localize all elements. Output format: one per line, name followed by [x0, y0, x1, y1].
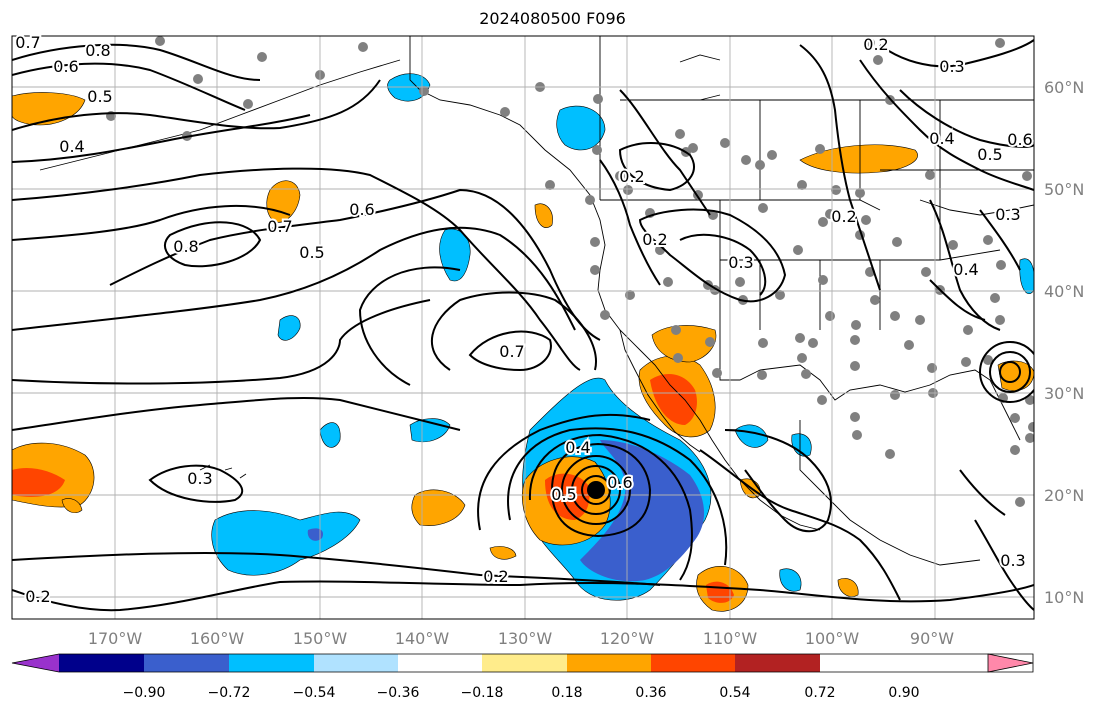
colorbar-segment: [59, 654, 144, 672]
colorbar-outline: [11, 653, 1034, 673]
longitude-label: 160°W: [190, 629, 245, 648]
contour-label: 0.5: [977, 145, 1002, 164]
map-panel: [12, 36, 1034, 619]
map-background: [12, 36, 1034, 619]
negative-field-region: [319, 422, 341, 448]
negative-field-region: [580, 440, 705, 582]
storm-center-marker: [587, 481, 605, 499]
shaded-fields: [12, 73, 1034, 612]
contour-label: 0.5: [87, 87, 112, 106]
contour-lines: [12, 39, 1034, 612]
positive-field-region: [61, 498, 83, 513]
positive-field-region: [545, 473, 590, 520]
longitude-axis: 170°W 160°W 150°W 140°W 130°W 120°W 110°…: [88, 629, 954, 648]
longitude-label: 120°W: [600, 629, 655, 648]
contour-label: 0.4: [565, 438, 590, 457]
contour-label-layer: 0.7 0.8 0.6 0.5 0.4 0.8 0.7 0.6 0.5 0.7 0.3 0.2 0.2 0…: [13, 31, 1034, 608]
latitude-label: 40°N: [1044, 282, 1084, 301]
contour-label: 0.2: [863, 35, 888, 54]
colorbar: −0.90 −0.72 −0.54 −0.36 −0.18 0.18 0.36 …: [11, 653, 1034, 701]
colorbar-tick-label: 0.36: [635, 685, 666, 701]
colorbar-tick-label: 0.72: [804, 685, 835, 701]
contour-label: 0.7: [267, 217, 292, 236]
contour-label: 0.6: [607, 473, 632, 492]
station-dots: [106, 36, 1034, 507]
contour-label: 0.8: [85, 41, 110, 60]
colorbar-tick-label: −0.54: [293, 685, 336, 701]
colorbar-tick-label: −0.18: [461, 685, 504, 701]
negative-field-region: [277, 315, 301, 341]
contour-label: 0.5: [551, 485, 576, 504]
latitude-label: 50°N: [1044, 180, 1084, 199]
contour-label: 0.3: [995, 205, 1020, 224]
map-frame: [11, 35, 1035, 620]
colorbar-segment: [735, 654, 820, 672]
contour-label: 0.6: [349, 200, 374, 219]
longitude-label: 140°W: [395, 629, 450, 648]
colorbar-segment: [314, 654, 398, 672]
contour-label: 0.4: [953, 260, 978, 279]
contour-label: 0.2: [619, 167, 644, 186]
negative-field-region: [307, 528, 324, 541]
positive-field-region: [489, 546, 517, 560]
colorbar-tick-label: −0.90: [123, 685, 166, 701]
colorbar-segments: [12, 653, 1034, 673]
colorbar-extend-low: [12, 654, 59, 672]
longitude-label: 110°W: [703, 629, 758, 648]
colorbar-segment: [144, 654, 229, 672]
colorbar-segment: [651, 654, 735, 672]
contour-label: 0.7: [15, 33, 40, 52]
longitude-label: 170°W: [88, 629, 143, 648]
contour-label: 0.2: [831, 207, 856, 226]
colorbar-segment: [567, 654, 651, 672]
contour-label: 0.3: [187, 469, 212, 488]
positive-field-region: [12, 468, 65, 497]
longitude-label: 130°W: [498, 629, 553, 648]
colorbar-tick-label: 0.18: [551, 685, 582, 701]
positive-field-region: [266, 180, 301, 223]
colorbar-segment: [398, 654, 482, 672]
colorbar-segment: [229, 654, 314, 672]
contour-label: 0.3: [728, 253, 753, 272]
colorbar-tick-label: −0.36: [377, 685, 420, 701]
negative-field-region: [1019, 258, 1034, 295]
latitude-label: 60°N: [1044, 78, 1084, 97]
colorbar-tick-label: 0.90: [888, 685, 919, 701]
contour-label: 0.3: [939, 57, 964, 76]
negative-field-region: [779, 568, 802, 592]
contour-label: 0.5: [299, 243, 324, 262]
longitude-label: 100°W: [805, 629, 860, 648]
positive-field-region: [534, 203, 553, 228]
colorbar-tick-label: 0.54: [719, 685, 750, 701]
longitude-label: 90°W: [910, 629, 954, 648]
negative-field-region: [211, 510, 361, 576]
negative-field-region: [556, 105, 606, 151]
latitude-label: 10°N: [1044, 588, 1084, 607]
colorbar-segment: [482, 654, 567, 672]
colorbar-extend-high: [987, 653, 1034, 673]
positive-field-region: [650, 374, 697, 425]
contour-label: 0.7: [499, 342, 524, 361]
positive-field-region: [799, 144, 918, 174]
longitude-label: 150°W: [293, 629, 348, 648]
figure-title: 2024080500 F096: [479, 9, 626, 28]
positive-field-region: [837, 578, 859, 597]
contour-label: 0.3: [1000, 551, 1025, 570]
latitude-label: 20°N: [1044, 486, 1084, 505]
contour-label: 0.4: [929, 129, 954, 148]
contour-label: 0.4: [59, 137, 84, 156]
colorbar-tick-label: −0.72: [208, 685, 251, 701]
colorbar-ticks: −0.90 −0.72 −0.54 −0.36 −0.18 0.18 0.36 …: [123, 685, 920, 701]
contour-label: 0.2: [25, 587, 50, 606]
latitude-label: 30°N: [1044, 384, 1084, 403]
contour-label: 0.2: [642, 230, 667, 249]
positive-field-region: [411, 489, 466, 526]
contour-label: 0.6: [1007, 130, 1032, 149]
contour-label: 0.2: [483, 567, 508, 586]
map-gridlines: [12, 36, 1034, 619]
contour-label: 0.8: [173, 237, 198, 256]
contour-label: 0.6: [53, 57, 78, 76]
latitude-axis: 60°N 50°N 40°N 30°N 20°N 10°N: [1044, 78, 1084, 607]
